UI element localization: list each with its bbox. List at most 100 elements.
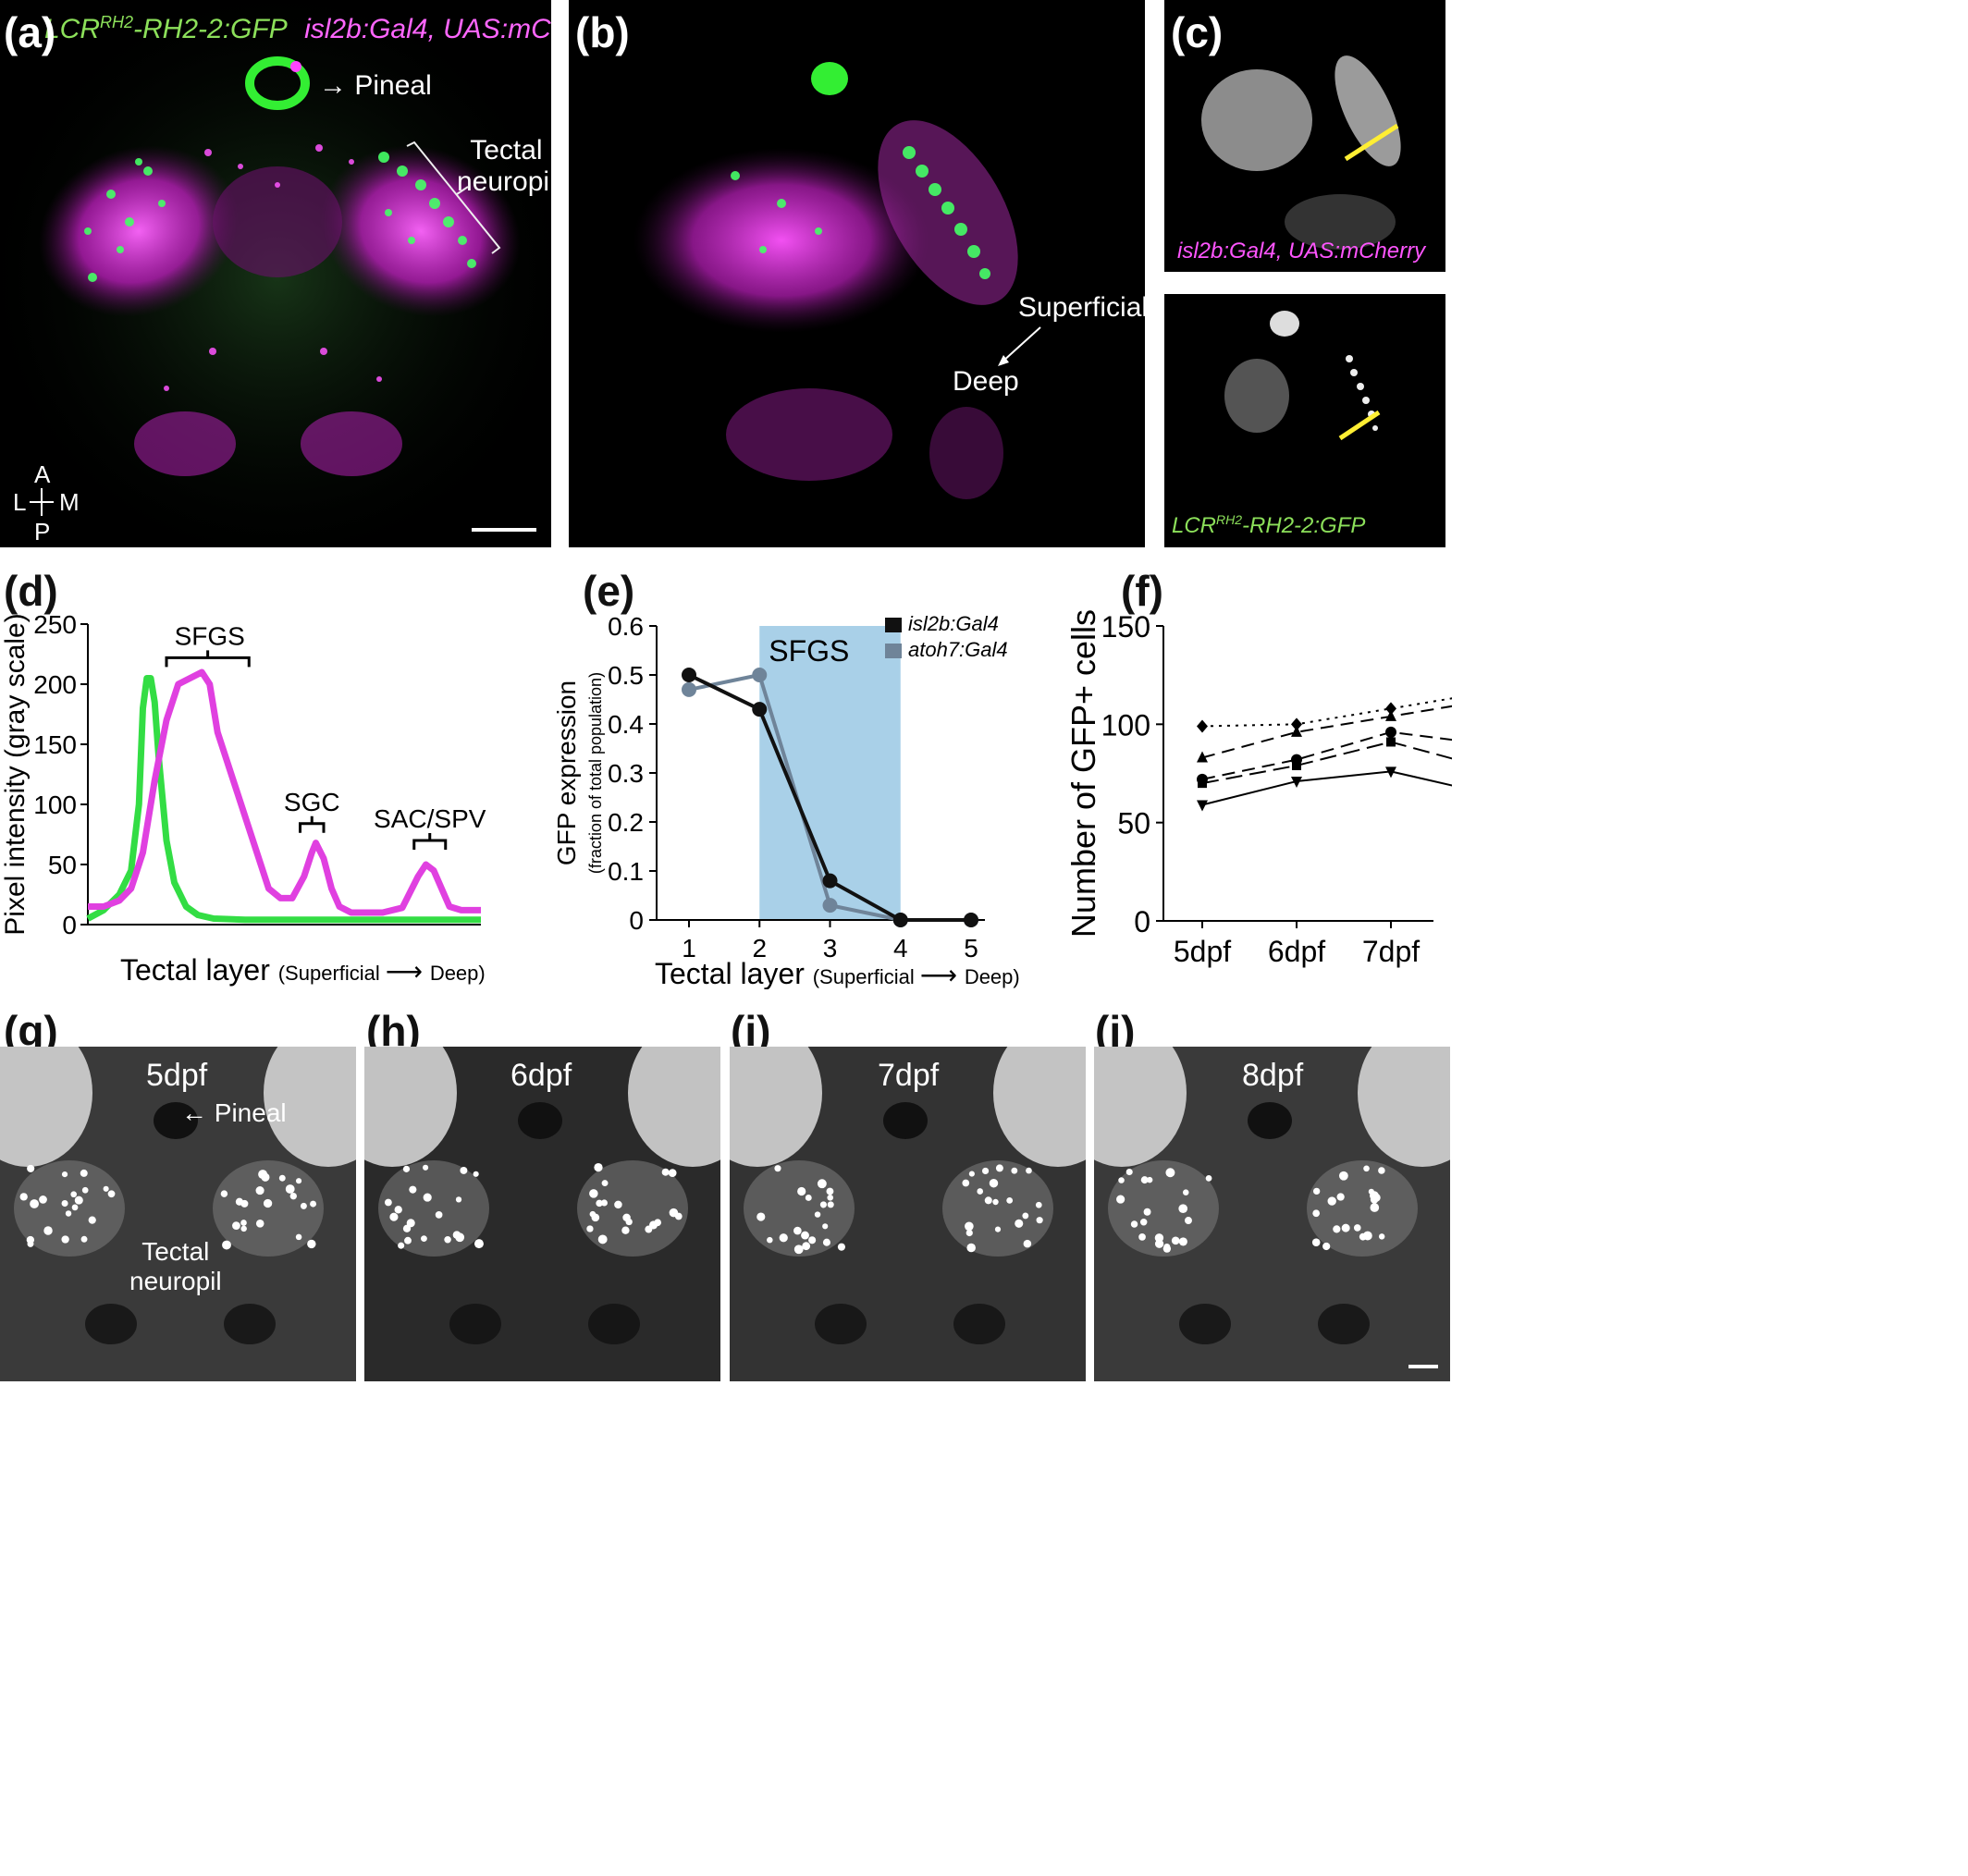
- gfp-cell: [452, 1231, 461, 1239]
- gfp-cell: [1313, 1187, 1321, 1195]
- e-point-0: [682, 668, 696, 682]
- d-ytick-label: 100: [33, 791, 77, 819]
- gfp-cell: [295, 1233, 302, 1241]
- e-legend-label-0: isl2b:Gal4: [908, 612, 999, 635]
- d-xlabel-paren: (Superficial: [278, 962, 386, 985]
- panel-g-tectal-neuropil: Tectal neuropil: [129, 1237, 222, 1295]
- gfp-cell: [837, 1243, 845, 1251]
- gfp-cell: [1178, 1237, 1187, 1246]
- gfp-cell: [654, 1219, 662, 1227]
- gfp-cell: [1140, 1176, 1149, 1184]
- panel-c-top-fluorescence: [1201, 55, 1401, 250]
- panel-h-image: 6dpf: [364, 1047, 720, 1381]
- gfp-cell: [962, 1179, 970, 1187]
- panel-c-top-caption: isl2b:Gal4, UAS:mCherry: [1177, 239, 1426, 264]
- d-xlabel: Tectal layer (Superficial ⟶ Deep): [120, 953, 486, 987]
- gfp-cell: [27, 1164, 35, 1172]
- e-ytick-label: 0: [629, 906, 644, 935]
- gfp-cell: [255, 1186, 264, 1195]
- gfp-cell: [814, 1211, 821, 1218]
- eye-left: [0, 1047, 92, 1167]
- gfp-cell: [103, 1185, 109, 1192]
- e-xtick-label: 1: [682, 934, 696, 963]
- e-xtick-label: 2: [752, 934, 767, 963]
- gfp-cell: [421, 1235, 427, 1243]
- gfp-cell: [310, 1200, 317, 1208]
- gfp-cell: [827, 1194, 834, 1201]
- e-legend-swatch-1: [885, 644, 902, 658]
- eye-left: [730, 1047, 822, 1167]
- gfp-cell: [423, 1164, 429, 1171]
- d-series-line-1: [88, 668, 481, 916]
- gfp-cell: [827, 1201, 834, 1208]
- e-point-1: [752, 668, 768, 682]
- gfp-cell: [621, 1226, 630, 1234]
- chart-e: SFGS 0 0.1 0.2 0.3 0.4 0.5 0.6 1 2 3 4 5 GFP expressi…: [552, 612, 1020, 989]
- gfp-cell: [1026, 1167, 1032, 1174]
- e-ytick-label: 0.4: [608, 710, 644, 739]
- tectum-right: [942, 1160, 1053, 1257]
- gfp-cell: [1178, 1204, 1188, 1214]
- gfp-cell: [30, 1199, 39, 1208]
- d-annotation-bracket-1: [299, 815, 326, 833]
- gfp-cell: [61, 1235, 69, 1244]
- e-point-1: [822, 898, 838, 913]
- gfp-cell: [295, 1178, 302, 1184]
- f-marker-square: [1292, 760, 1301, 770]
- gfp-cell: [1378, 1233, 1385, 1240]
- panel-i-image: 7dpf: [730, 1047, 1086, 1381]
- gfp-cell: [1143, 1208, 1151, 1216]
- gfp-cell: [968, 1171, 975, 1177]
- gfp-cell: [444, 1236, 451, 1244]
- gfp-cell: [614, 1200, 622, 1209]
- gfp-cell: [793, 1226, 802, 1235]
- f-ylabel: Number of GFP+ cells: [1064, 609, 1102, 938]
- gfp-cell: [1368, 1188, 1374, 1195]
- gfp-cell: [235, 1197, 244, 1206]
- f-series-line-3: [1201, 741, 1452, 785]
- e-point-0: [964, 913, 978, 927]
- gfp-cell: [1035, 1201, 1042, 1208]
- gfp-cell: [1162, 1245, 1172, 1253]
- panel-j-day: 8dpf: [1242, 1058, 1304, 1093]
- tectum-right: [1307, 1160, 1418, 1257]
- panel-a-title: LCRRH2-RH2-2:GFP isl2b:Gal4, UAS:mCherry: [44, 13, 551, 45]
- gfp-cell: [994, 1226, 1002, 1232]
- gfp-cell: [406, 1219, 415, 1228]
- chart-f: 0501001505dpf6dpf7dpf8dpfNumber of GFP+ …: [1064, 609, 1452, 968]
- e-sfgs-shading: [759, 626, 901, 920]
- gfp-cell: [966, 1229, 973, 1237]
- gfp-cell: [1116, 1195, 1125, 1204]
- gfp-cell: [1338, 1171, 1348, 1181]
- eye-left: [364, 1047, 457, 1167]
- tissue-fluorescence: [1094, 1047, 1450, 1344]
- panel-c-label: (c): [1171, 8, 1224, 56]
- e-xlabel-arrow: ⟶: [920, 961, 965, 989]
- gfp-cell: [767, 1236, 773, 1244]
- e-point-0: [752, 702, 768, 717]
- gfp-cell: [1139, 1218, 1148, 1226]
- e-ylabel-sub: (fraction of total population): [586, 672, 605, 874]
- gfp-cell: [977, 1188, 984, 1195]
- f-xtick-label: 7dpf: [1362, 935, 1420, 968]
- e-legend-label-1: atoh7:Gal4: [908, 638, 1008, 661]
- gfp-cell: [289, 1192, 297, 1200]
- gfp-cell: [981, 1167, 990, 1174]
- gfp-cell: [1183, 1189, 1189, 1195]
- d-ytick-label: 150: [33, 730, 77, 759]
- gfp-cell: [989, 1178, 999, 1188]
- panel-a-label: (a): [4, 8, 56, 56]
- f-ytick-label: 0: [1134, 905, 1150, 938]
- gfp-cell: [1353, 1224, 1361, 1232]
- gfp-cell: [797, 1186, 806, 1196]
- gfp-cell: [423, 1193, 432, 1202]
- e-xlabel: Tectal layer (Superficial ⟶ Deep): [655, 957, 1020, 989]
- gfp-cell: [600, 1199, 608, 1207]
- f-marker-triangle-down: [1291, 777, 1302, 789]
- panel-f-label: (f): [1121, 567, 1163, 615]
- f-marker-triangle-up: [1291, 725, 1302, 737]
- tectum-right: [213, 1160, 324, 1257]
- gfp-cell: [1322, 1242, 1331, 1251]
- gfp-cell: [1006, 1196, 1014, 1204]
